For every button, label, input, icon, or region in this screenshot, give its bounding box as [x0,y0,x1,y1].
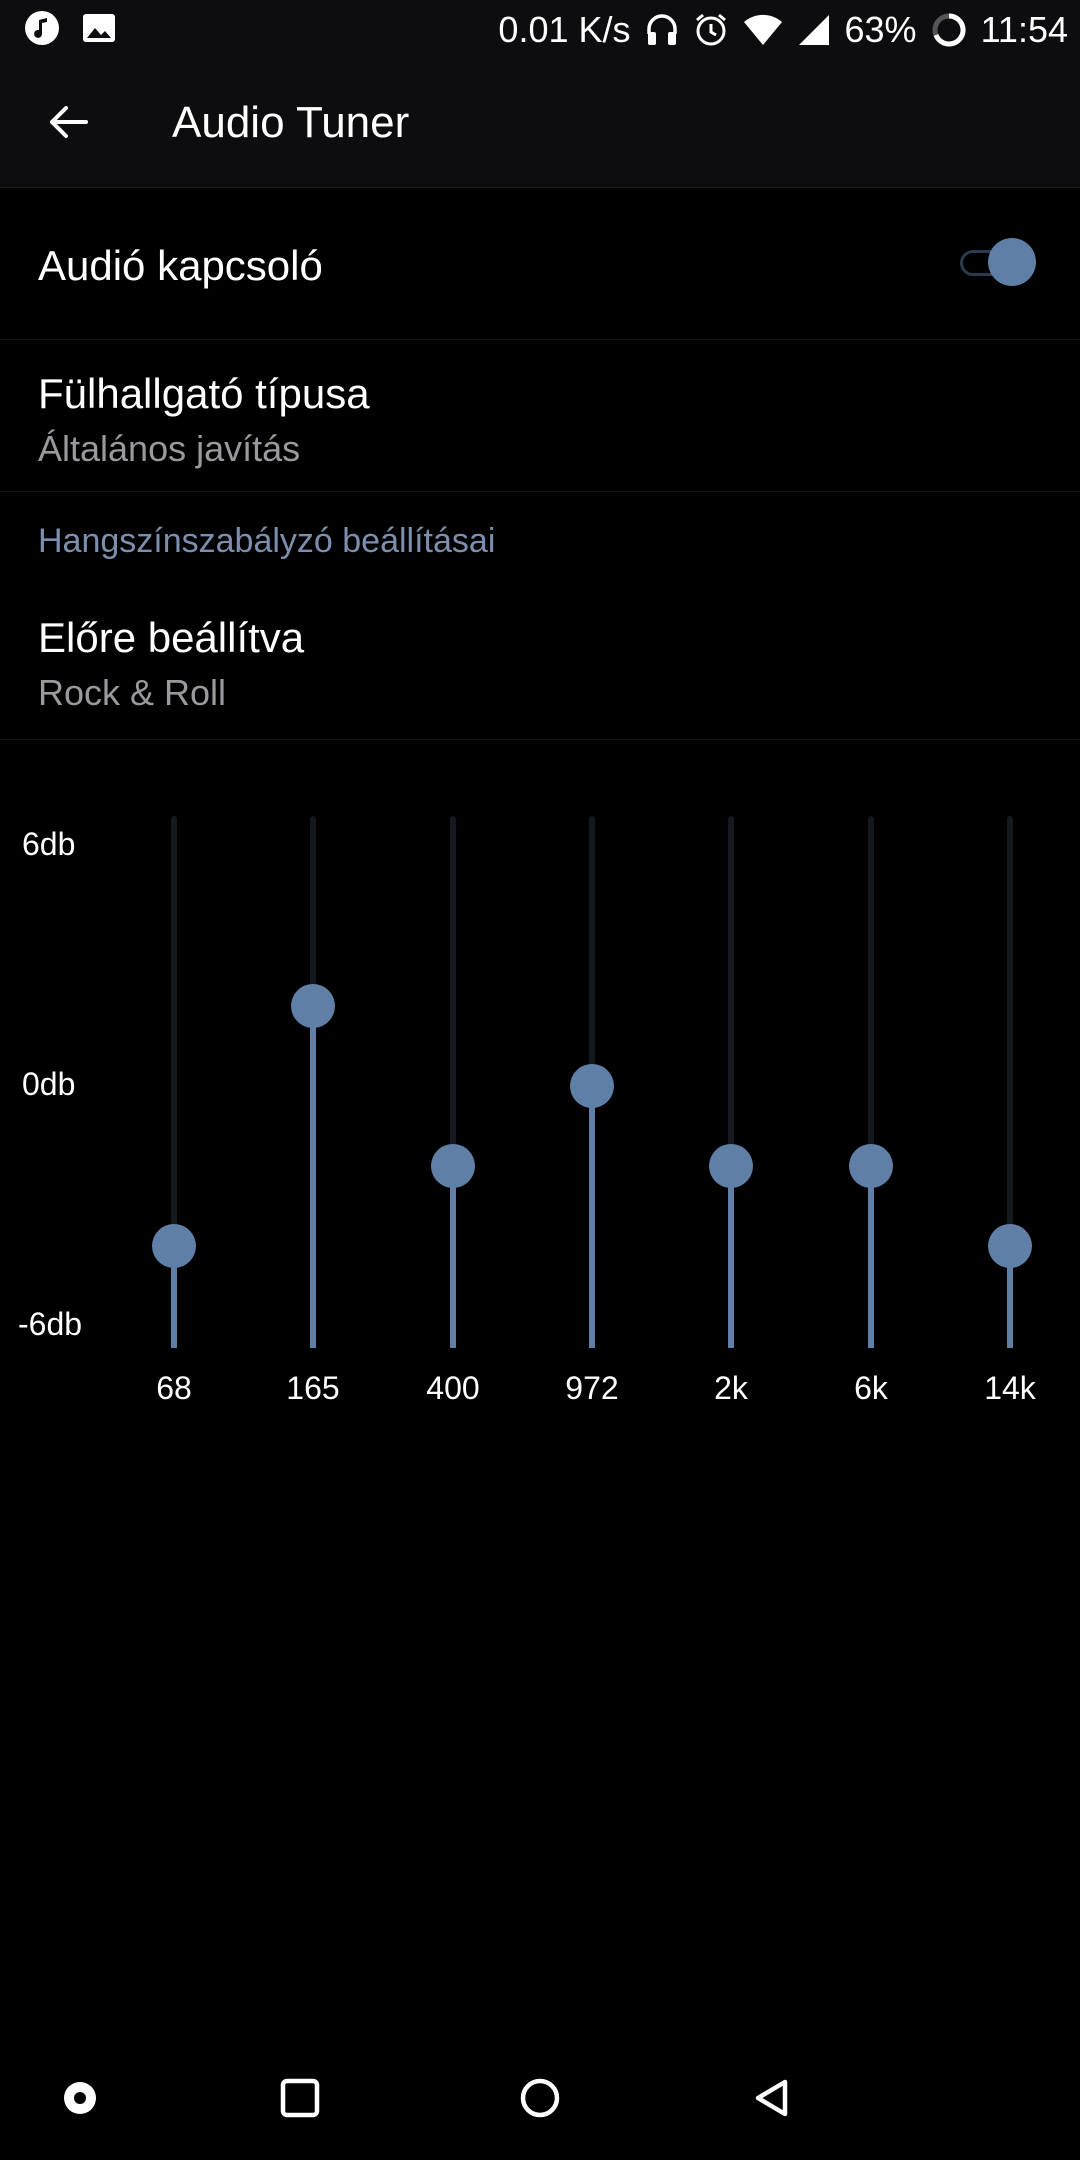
preset-row[interactable]: Előre beállítva Rock & Roll [0,588,1080,740]
audio-switch-row[interactable]: Audió kapcsoló [0,188,1080,340]
alarm-icon [693,12,729,48]
eq-band-track[interactable] [450,816,456,1348]
navigation-bar [0,2040,1080,2160]
signal-icon [797,13,831,47]
eq-band-fill [450,1166,456,1348]
preset-label: Előre beállítva [38,614,305,661]
eq-band-track[interactable] [171,816,177,1348]
headphone-type-label: Fülhallgató típusa [38,370,370,417]
eq-band-fill [171,1246,177,1348]
equalizer-section-header: Hangszínszabályzó beállításai [38,522,496,560]
eq-band-slider-thumb[interactable] [849,1144,893,1188]
eq-band-frequency-label: 972 [565,1370,619,1406]
clock: 11:54 [980,9,1068,50]
eq-band-frequency-label: 6k [854,1370,888,1406]
eq-band-slider-thumb[interactable] [988,1224,1032,1268]
db-label-mid: 0db [22,1066,76,1102]
preset-value: Rock & Roll [38,672,227,713]
db-label-min: -6db [18,1306,83,1342]
switch-thumb [988,238,1036,286]
eq-band-frequency-label: 68 [156,1370,192,1406]
eq-band-slider-thumb[interactable] [570,1064,614,1108]
home-circle-icon [519,2077,561,2124]
recents-square-icon [280,2078,320,2123]
page-title: Audio Tuner [172,98,410,147]
record-icon [60,2078,100,2123]
audio-toggle-switch[interactable] [956,238,1036,288]
headphones-icon [645,12,679,48]
headphone-type-row[interactable]: Fülhallgató típusa Általános javítás [0,340,1080,492]
back-button[interactable] [36,92,100,156]
eq-band-fill [310,1006,316,1348]
eq-band-frequency-label: 14k [984,1370,1036,1406]
eq-band-track[interactable] [1007,816,1013,1348]
back-triangle-icon [752,2078,792,2123]
eq-band-slider-thumb[interactable] [709,1144,753,1188]
music-note-icon [24,10,60,46]
eq-band-track[interactable] [728,816,734,1348]
back-nav-button[interactable] [740,2068,804,2132]
recents-button[interactable] [268,2068,332,2132]
db-label-max: 6db [22,826,76,862]
eq-band-frequency-label: 2k [714,1370,748,1406]
eq-band-fill [1007,1246,1013,1348]
battery-icon [931,12,967,48]
arrow-left-icon [46,100,90,149]
eq-band-fill [868,1166,874,1348]
eq-band-slider-thumb[interactable] [291,984,335,1028]
network-speed: 0.01 K/s [498,9,631,50]
eq-band-slider-thumb[interactable] [431,1144,475,1188]
eq-band-track[interactable] [868,816,874,1348]
audio-switch-label: Audió kapcsoló [38,242,323,289]
eq-band-slider-thumb[interactable] [152,1224,196,1268]
record-button[interactable] [48,2068,112,2132]
wifi-icon [743,13,783,47]
image-icon [82,11,116,45]
home-button[interactable] [508,2068,572,2132]
status-bar: 0.01 K/s 63% 11:54 [0,0,1080,60]
eq-band-fill [728,1166,734,1348]
headphone-type-value: Általános javítás [38,428,301,469]
eq-band-fill [589,1086,595,1348]
eq-band-frequency-label: 400 [426,1370,480,1406]
equalizer: 6db 0db -6db 68 165 400 972 2k 6k 14k [0,740,1080,1420]
app-bar: Audio Tuner [0,60,1080,188]
eq-band-frequency-label: 165 [286,1370,340,1406]
battery-level: 63% [844,9,917,50]
